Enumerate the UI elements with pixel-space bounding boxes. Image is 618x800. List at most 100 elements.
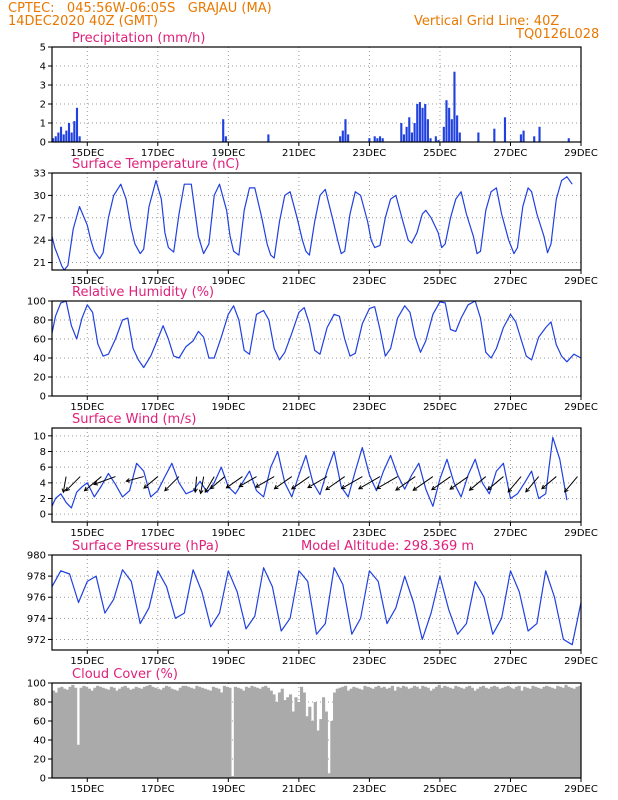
cloud-cover-bar <box>52 690 56 778</box>
cloud-cover-bar <box>142 686 147 778</box>
precip-bar <box>493 128 496 142</box>
cloud-cover-bar <box>349 688 353 778</box>
rh-ytick-label: 20 <box>33 373 46 384</box>
cloud-cover-bar <box>272 694 276 778</box>
rh-xtick-label: 19DEC <box>211 402 245 413</box>
precip-bar <box>78 136 81 142</box>
cloud-ytick-label: 100 <box>27 679 46 690</box>
precip-bar <box>57 132 60 142</box>
cloud-cover-bar <box>294 697 298 778</box>
temp-xtick-label: 15DEC <box>70 276 104 287</box>
cloud-cover-bar <box>396 686 400 778</box>
cloud-cover-bar <box>225 686 229 778</box>
rh-ytick-label: 60 <box>33 335 46 346</box>
cloud-cover-bar <box>509 687 513 778</box>
pressure-annotation: Model Altitude: 298.369 m <box>301 539 474 554</box>
pressure-xtick-label: 25DEC <box>423 656 457 667</box>
cloud-cover-bar <box>297 702 301 778</box>
cloud-cover-bar <box>536 687 541 778</box>
cloud-cover-bar <box>104 688 108 778</box>
wind-arrow-head <box>209 484 215 490</box>
cloud-cover-bar <box>54 692 58 778</box>
precip-ytick-label: 4 <box>40 62 46 73</box>
cloud-cover-bar <box>153 687 158 778</box>
cloud-cover-bar <box>123 685 127 778</box>
precip-bar <box>381 138 384 142</box>
wind-arrow-head <box>307 483 313 489</box>
cloud-cover-bar <box>107 689 111 778</box>
cloud-cover-bar <box>198 686 202 778</box>
wind-xtick-label: 29DEC <box>564 528 598 539</box>
cloud-cover-bar <box>200 687 204 778</box>
wind-xtick-label: 19DEC <box>211 528 245 539</box>
wind-arrow <box>274 476 293 490</box>
cloud-cover-bar <box>476 688 480 778</box>
wind-arrow <box>204 476 215 493</box>
cloud-cover-bar <box>437 684 441 778</box>
cloud-cover-bar <box>101 687 105 778</box>
wind-arrow-head <box>125 478 131 483</box>
cloud-cover-bar <box>126 687 130 778</box>
pressure-xtick-label: 27DEC <box>494 656 528 667</box>
cloud-cover-bar <box>57 687 61 778</box>
cloud-cover-bar <box>421 685 425 778</box>
cloud-cover-bar <box>151 686 155 778</box>
cloud-cover-bar <box>324 711 328 778</box>
wind-arrow-head <box>525 487 530 493</box>
cloud-cover-bar <box>258 688 262 778</box>
pressure-ytick-label: 980 <box>27 551 46 562</box>
wind-arrow <box>564 476 578 493</box>
precip-bar <box>418 102 421 142</box>
cloud-cover-bar <box>410 687 414 778</box>
cloud-cover-bar <box>98 686 102 778</box>
cloud-cover-bar <box>448 687 452 778</box>
precip-bar <box>456 115 459 142</box>
precip-bar <box>519 134 522 142</box>
wind-arrow-head <box>238 482 244 488</box>
cloud-cover-bar <box>360 689 364 778</box>
wind-arrow-head <box>357 485 363 490</box>
cloud-cover-bar <box>492 685 496 778</box>
cloud-cover-bar <box>501 687 505 778</box>
wind-arrow <box>541 476 557 490</box>
cloud-cover-bar <box>148 684 152 778</box>
cloud-cover-bar <box>407 688 411 778</box>
wind-arrow <box>84 476 102 492</box>
rh-xtick-label: 23DEC <box>353 402 387 413</box>
pressure-ytick-label: 972 <box>27 635 46 646</box>
precip-bar <box>434 136 437 142</box>
precip-bar <box>222 119 225 142</box>
rh-xtick-label: 29DEC <box>564 402 598 413</box>
cloud-cover-bar <box>310 721 315 778</box>
cloud-cover-bar <box>401 685 406 778</box>
cloud-cover-bar <box>140 688 144 778</box>
precip-bar <box>400 123 403 142</box>
rh-xtick-label: 17DEC <box>141 402 175 413</box>
cloud-cover-bar <box>487 688 491 778</box>
rh-title: Relative Humidity (%) <box>72 285 214 300</box>
wind-arrow-head <box>198 489 204 495</box>
cloud-cover-bar <box>561 687 565 778</box>
wind-arrow <box>487 476 504 491</box>
precip-bar <box>442 126 445 142</box>
wind-arrow <box>255 476 275 488</box>
precip-xtick-label: 29DEC <box>564 148 598 159</box>
cloud-cover-bar <box>542 686 546 778</box>
rh-ytick-label: 0 <box>40 392 46 403</box>
cloud-cover-bar <box>242 690 246 778</box>
precip-xtick-label: 17DEC <box>141 148 175 159</box>
precip-bar <box>65 130 68 142</box>
wind-arrow-head <box>61 488 67 494</box>
run-code-label: TQ0126L028 <box>516 27 600 42</box>
wind-arrow <box>307 476 328 488</box>
precip-bar <box>503 117 507 142</box>
cloud-cover-bar <box>539 688 543 778</box>
pressure-ytick-label: 974 <box>27 614 46 625</box>
temp-xtick-label: 27DEC <box>494 276 528 287</box>
cloud-cover-bar <box>68 686 72 778</box>
precip-bar <box>341 130 344 142</box>
cloud-cover-bar <box>277 692 282 778</box>
cloud-cover-bar <box>209 690 213 778</box>
precip-bar <box>538 126 541 142</box>
cloud-cover-bar <box>228 687 232 778</box>
